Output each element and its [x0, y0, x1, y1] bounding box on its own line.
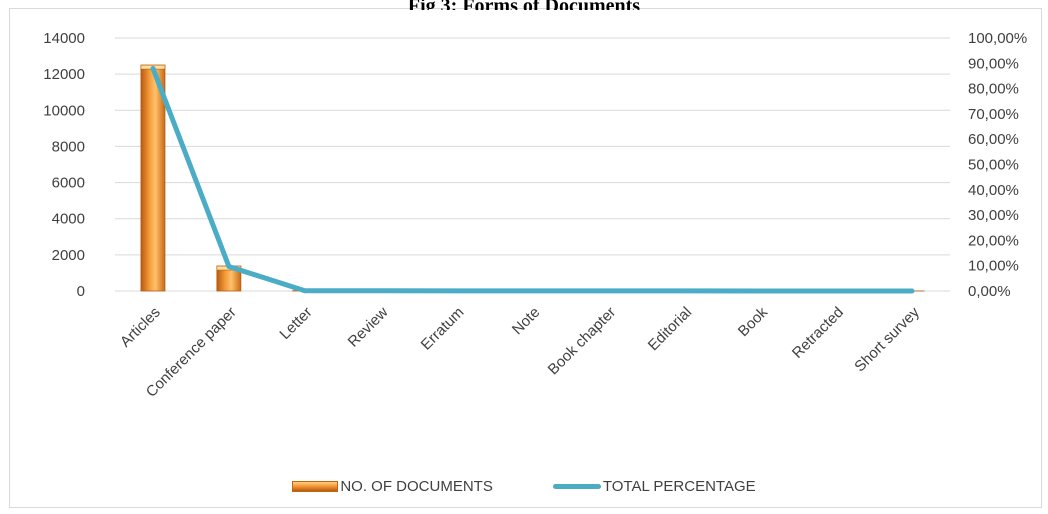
x-tick-label: Articles [117, 304, 164, 351]
x-tick-label: Letter [276, 304, 315, 343]
y-left-tick-label: 10000 [43, 102, 85, 119]
y-right-tick-label: 20,00% [968, 232, 1019, 249]
chart-legend: NO. OF DOCUMENTS TOTAL PERCENTAGE [0, 478, 1048, 495]
x-tick-label: Short survey [851, 303, 923, 375]
x-tick-label: Retracted [789, 304, 847, 362]
y-left-tick-label: 2000 [52, 247, 85, 264]
y-left-tick-label: 4000 [52, 211, 85, 228]
bar [140, 64, 166, 292]
legend-item-percentage: TOTAL PERCENTAGE [552, 478, 756, 495]
y-right-tick-label: 40,00% [968, 182, 1019, 199]
x-tick-label: Book chapter [545, 304, 620, 379]
x-tick-label: Erratum [418, 304, 468, 354]
y-right-tick-label: 30,00% [968, 207, 1019, 224]
legend-label-percentage: TOTAL PERCENTAGE [602, 478, 756, 495]
y-right-tick-label: 0,00% [968, 283, 1011, 300]
y-right-tick-label: 70,00% [968, 106, 1019, 123]
y-right-tick-label: 10,00% [968, 258, 1019, 275]
x-tick-label: Editorial [645, 304, 695, 354]
y-right-tick-label: 80,00% [968, 81, 1019, 98]
x-tick-label: Book [735, 303, 772, 340]
y-right-tick-label: 60,00% [968, 131, 1019, 148]
chart-canvas: 0 2000 4000 6000 8000 10000 12000 14000 0,00% 10,… [43, 30, 1027, 401]
x-tick-label: Review [345, 304, 392, 351]
y-left-tick-label: 0 [77, 283, 85, 300]
y-right-tick-label: 90,00% [968, 55, 1019, 72]
legend-item-documents: NO. OF DOCUMENTS [292, 478, 493, 495]
chart-title: Fig 3: Forms of Documents [0, 0, 1048, 10]
y-right-tick-label: 100,00% [968, 30, 1027, 47]
y-right-tick-label: 50,00% [968, 157, 1019, 174]
legend-swatch-bar [292, 481, 339, 492]
legend-label-documents: NO. OF DOCUMENTS [340, 478, 493, 495]
legend-swatch-line [552, 484, 601, 489]
y-left-tick-label: 14000 [43, 30, 85, 47]
x-tick-label: Note [509, 304, 543, 338]
series-line-total-percentage [150, 65, 915, 294]
y-left-tick-label: 12000 [43, 66, 85, 83]
y-left-tick-label: 8000 [52, 138, 85, 155]
chart-frame [9, 8, 1042, 508]
y-left-tick-label: 6000 [52, 175, 85, 192]
